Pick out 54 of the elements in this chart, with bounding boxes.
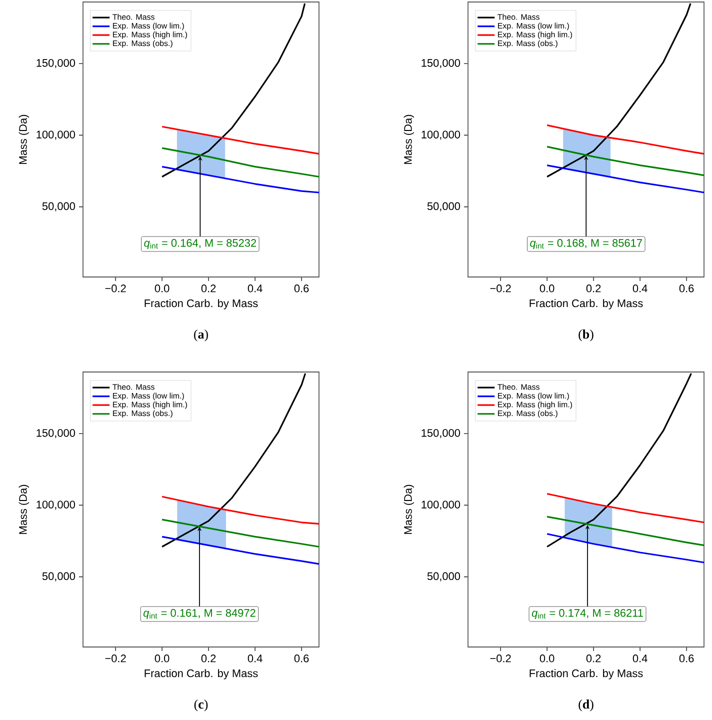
y-axis-title: Mass (Da) (404, 484, 414, 534)
annotation: q$_{int}$ = 0.168, M = 85617 (530, 239, 642, 249)
x-tick-label: 0.6 (294, 654, 309, 662)
x-axis-title: Fraction Carb. by Mass (530, 669, 643, 680)
x-tick-label: 0.6 (679, 284, 694, 292)
line-series (546, 124, 705, 155)
text: (d) (578, 700, 594, 712)
x-axis-title: Fraction Carb. by Mass (144, 669, 258, 680)
line-series (546, 146, 705, 176)
x-tick-label: 0.2 (201, 284, 216, 292)
x-tick-label: 0.6 (679, 654, 694, 662)
text: (a) (194, 330, 208, 342)
x-tick-label: −0.2 (490, 284, 511, 292)
x-tick-label: 0.0 (540, 284, 554, 292)
y-tick-label: 100,000 (422, 130, 460, 140)
y-axis-title: Mass (Da) (404, 114, 414, 164)
x-tick-label: 0.4 (248, 654, 262, 662)
x-tick-label: 0.4 (632, 284, 648, 292)
y-tick-label: 150,000 (36, 59, 76, 68)
y-tick-label: 100,000 (36, 500, 76, 510)
y-tick-label: 150,000 (422, 429, 460, 438)
y-tick-label: 150,000 (422, 59, 460, 68)
line-series (546, 492, 705, 524)
line-series (161, 147, 320, 178)
line-series (161, 496, 320, 525)
x-tick-label: 0.0 (154, 284, 170, 292)
y-tick-label: 100,000 (422, 500, 460, 510)
x-tick-label: 0.6 (294, 284, 309, 292)
x-tick-label: 0.2 (201, 654, 216, 662)
y-tick-label: 50,000 (427, 202, 460, 212)
y-axis-title: Mass (Da) (18, 484, 30, 534)
x-tick-label: −0.2 (105, 284, 126, 292)
annotation: q$_{int}$ = 0.161, M = 84972 (143, 609, 256, 619)
x-axis-title: Fraction Carb. by Mass (144, 299, 258, 310)
y-tick-label: 150,000 (36, 429, 76, 438)
y-tick-label: 50,000 (427, 572, 460, 582)
line-series (546, 533, 705, 564)
x-tick-label: 0.2 (586, 654, 601, 662)
x-tick-label: −0.2 (490, 654, 511, 662)
annotation: q$_{int}$ = 0.164, M = 85232 (144, 239, 256, 249)
y-tick-label: 50,000 (42, 572, 76, 582)
y-axis-title: Mass (Da) (18, 114, 30, 164)
x-tick-label: 0.4 (632, 654, 648, 662)
y-tick-label: 50,000 (42, 202, 76, 212)
x-tick-label: 0.4 (248, 284, 262, 292)
x-tick-label: 0.2 (586, 284, 601, 292)
y-tick-label: 100,000 (36, 130, 76, 140)
x-tick-label: 0.0 (540, 654, 554, 662)
x-tick-label: 0.0 (154, 654, 170, 662)
text: (c) (194, 700, 208, 712)
x-tick-label: −0.2 (105, 654, 126, 662)
annotation: q$_{int}$ = 0.174, M = 86211 (532, 609, 643, 619)
x-axis-title: Fraction Carb. by Mass (530, 299, 643, 310)
text: (b) (578, 330, 594, 342)
